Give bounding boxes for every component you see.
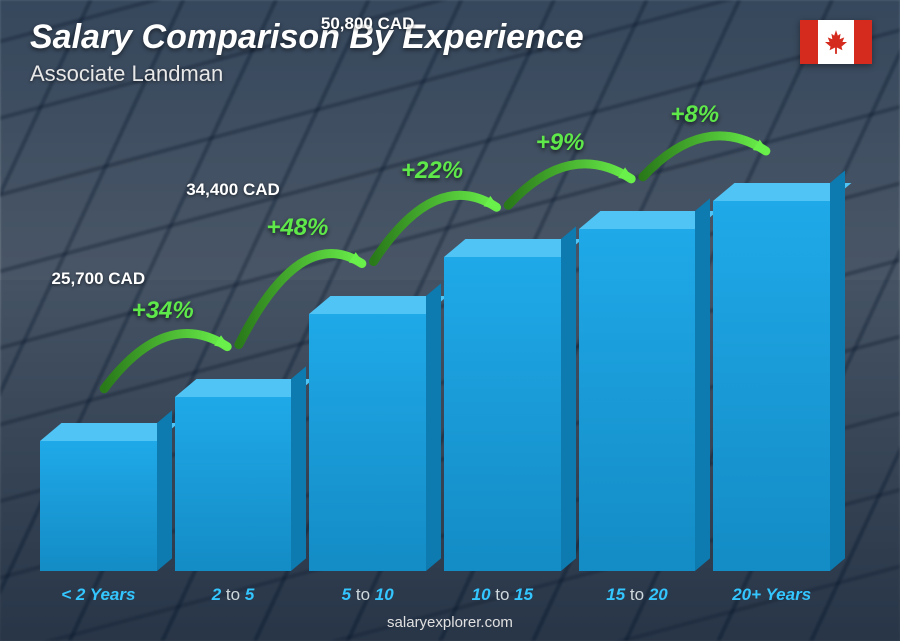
- bar: 73,000 CAD: [713, 201, 830, 571]
- bar-group: 61,900 CAD10 to 15: [444, 257, 561, 571]
- pct-increase-label: +34%: [132, 297, 194, 325]
- bar-group: 67,500 CAD15 to 20: [579, 229, 696, 571]
- footer-credit: salaryexplorer.com: [0, 614, 900, 631]
- pct-increase-label: +8%: [670, 101, 719, 129]
- x-axis-label: 20+ Years: [690, 585, 853, 605]
- chart-subtitle: Associate Landman: [30, 61, 870, 87]
- bar: 50,800 CAD: [309, 314, 426, 571]
- pct-increase-label: +48%: [266, 214, 328, 242]
- bar-group: 50,800 CAD5 to 10: [309, 314, 426, 571]
- bar: 67,500 CAD: [579, 229, 696, 571]
- pct-increase-label: +22%: [401, 157, 463, 185]
- bar-group: 25,700 CAD< 2 Years: [40, 441, 157, 571]
- bar: 34,400 CAD: [175, 397, 292, 571]
- bar-group: 73,000 CAD20+ Years: [713, 201, 830, 571]
- bar-value-label: 34,400 CAD: [151, 180, 314, 200]
- pct-increase-label: +9%: [536, 129, 585, 157]
- bar-value-label: 50,800 CAD: [286, 14, 449, 34]
- chart-title: Salary Comparison By Experience: [30, 18, 870, 57]
- header: Salary Comparison By Experience Associat…: [30, 18, 870, 87]
- bar: 61,900 CAD: [444, 257, 561, 571]
- canada-flag-icon: [800, 20, 872, 64]
- bar: 25,700 CAD: [40, 441, 157, 571]
- bar-group: 34,400 CAD2 to 5: [175, 397, 292, 571]
- bar-chart: 25,700 CAD< 2 Years34,400 CAD2 to 550,80…: [40, 101, 830, 571]
- bar-value-label: 25,700 CAD: [17, 269, 180, 289]
